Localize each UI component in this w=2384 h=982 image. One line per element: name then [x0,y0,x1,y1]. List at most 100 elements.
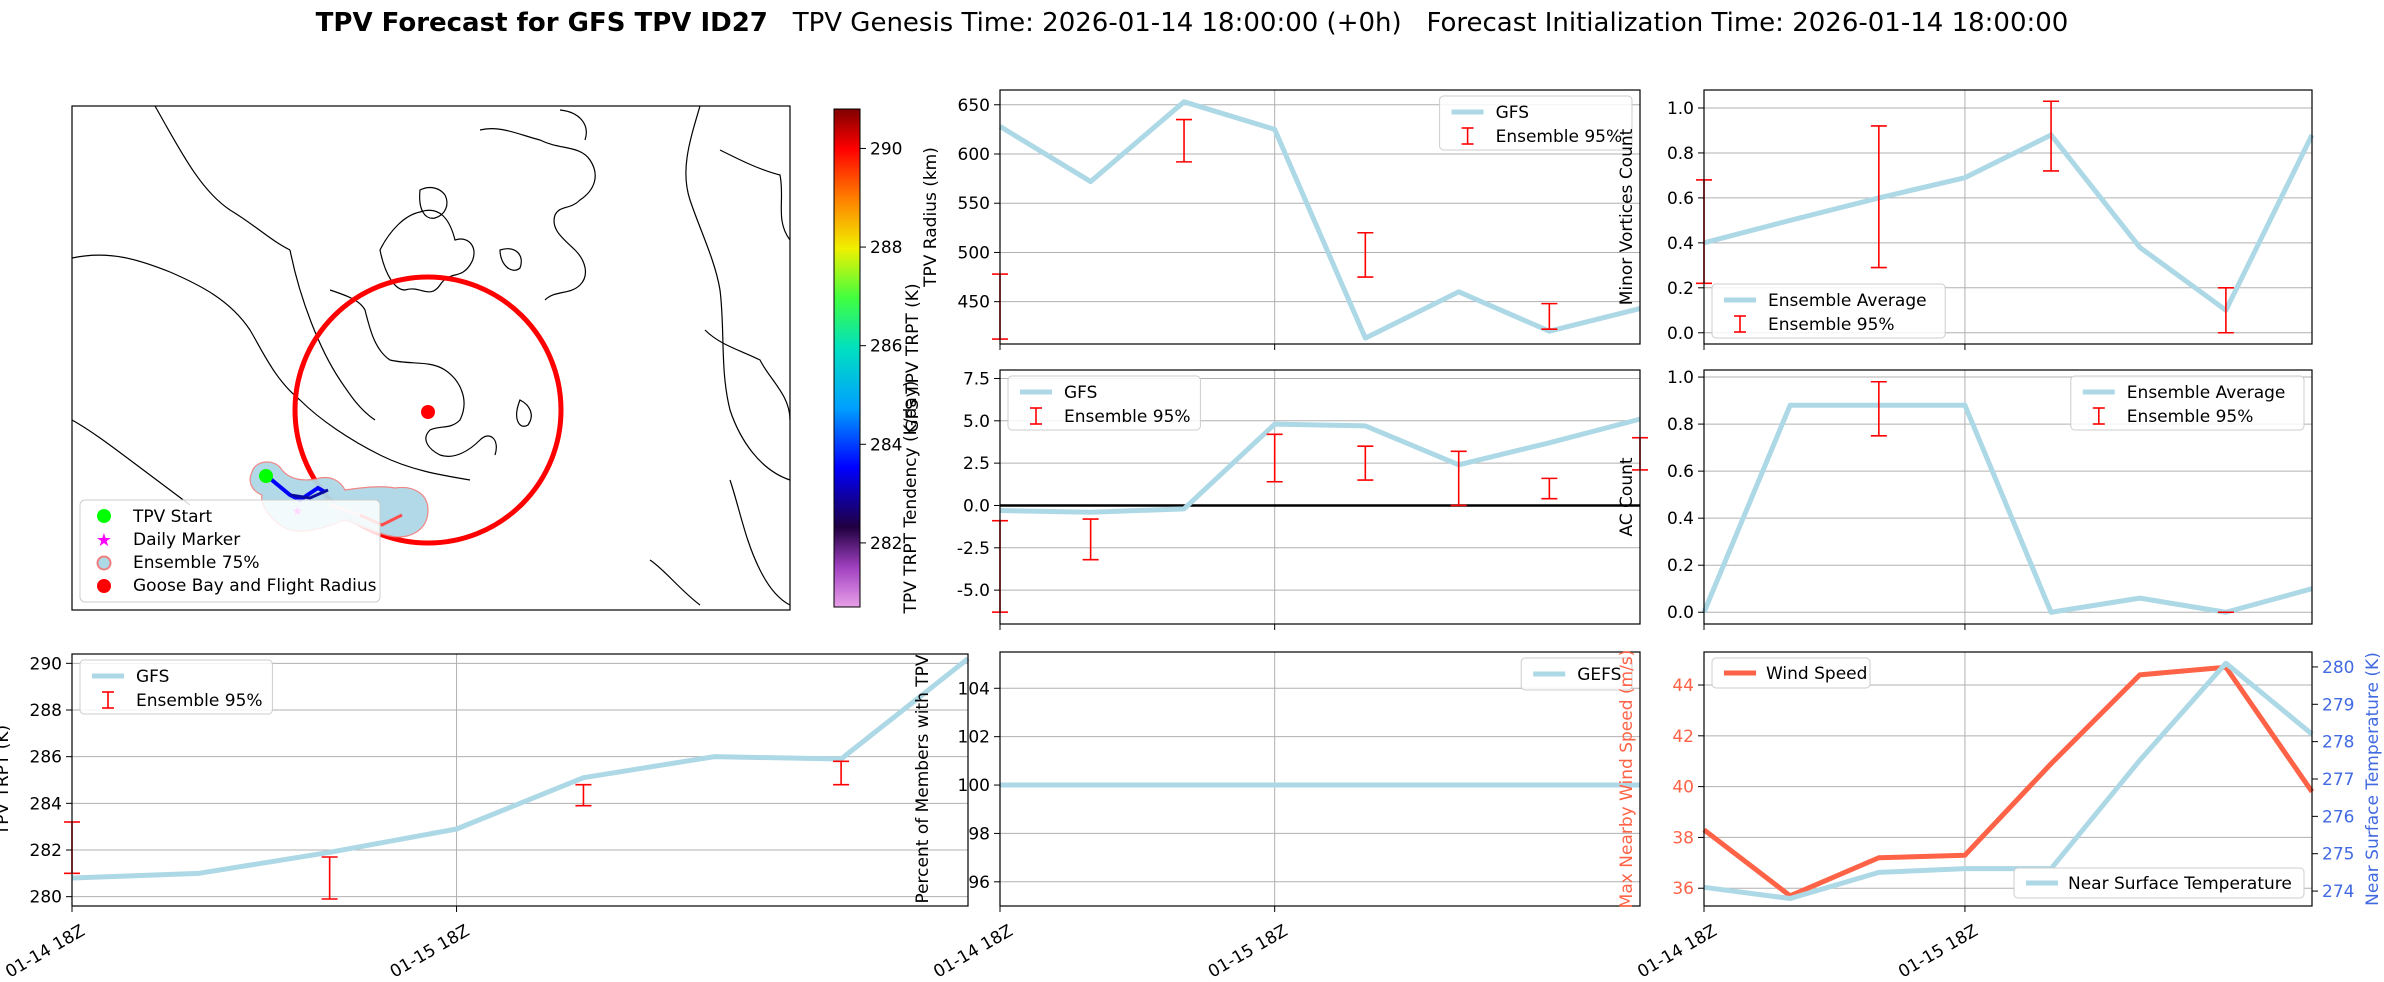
legend-wind-speed: Wind Speed [1711,657,1871,689]
error-bar [1176,118,1193,163]
error-bar [1870,125,1887,269]
y-tick-label: 7.5 [963,369,990,389]
y-tick-label: 600 [958,145,990,165]
y-tick-label: 0.0 [1667,324,1694,344]
y-tick-label: 288 [30,701,62,721]
map-legend-start: TPV Start [132,507,213,527]
error-bar [833,760,850,786]
map-legend: ★ TPV Start Daily Marker Ensemble 75% Go… [79,499,381,603]
map-panel: ★ ★ TPV Start Daily Marker Ensemble 75% … [71,105,923,611]
y2-tick-label: 277 [2322,770,2354,790]
y-axis-label: TPV TRPT (K) [0,725,13,836]
x-tick-label: 01-14 18Z [930,921,1016,982]
colorbar-label: GFS TPV TRPT (K) [903,283,923,432]
figure-title: TPV Forecast for GFS TPV ID27 TPV Genesi… [0,8,2384,38]
legend-label: Ensemble 95% [1768,315,1895,335]
y2-tick-label: 278 [2322,733,2354,753]
y-axis-label: AC Count [1617,457,1637,536]
x-tick-label: 01-14 18Z [1634,921,1720,982]
y-tick-label: 42 [1672,727,1694,747]
y-tick-label: 102 [958,728,990,748]
y2-tick-label: 274 [2322,882,2354,902]
error-bar [1541,477,1558,500]
legend-goose-bay-icon [97,579,111,593]
axes-frame [1703,369,2313,625]
legend-swatch-errorbar [2092,407,2105,425]
legend-label: Ensemble Average [2127,383,2286,403]
legend-box [79,659,273,715]
series-line-wind-speed [1702,664,2315,899]
legend-label: Ensemble 95% [136,691,263,711]
legend: GFS Ensemble 95% [1007,375,1201,431]
error-bar [1357,445,1374,481]
series-line-gfs [999,416,1641,515]
flight-radius-circle [292,274,564,546]
y-tick-label: 104 [958,679,990,699]
y2-tick-label: 275 [2322,845,2354,865]
legend-label: Ensemble Average [1768,291,1927,311]
y-tick-label: 96 [968,873,990,893]
axes-frame [1703,89,2313,345]
y-axis-label: Max Nearby Wind Speed (m/s) [1617,650,1637,909]
error-bar [1870,380,1887,437]
y-axis-label: Percent of Members with TPV [913,654,933,903]
legend-label: Wind Speed [1766,664,1867,684]
legend-label: GEFS [1577,665,1621,685]
legend-box [1007,375,1201,431]
y-tick-label: 286 [30,748,62,768]
colorbar-tick-label: 290 [870,139,902,159]
legend-box [1439,95,1633,151]
error-bar [575,783,592,807]
colorbar-tick-label: 284 [870,435,902,455]
legend-label: Ensemble 95% [1496,127,1623,147]
y-tick-label: 284 [30,794,62,814]
axes-frame [999,369,1641,625]
legend: GFS Ensemble 95% [79,659,273,715]
legend: Ensemble Average Ensemble 95% [1711,283,1946,339]
y-tick-label: 0.2 [1667,556,1694,576]
y-tick-label: 1.0 [1667,368,1694,388]
y-tick-label: 2.5 [963,454,990,474]
y-tick-label: 650 [958,96,990,116]
map-legend-goose-bay: Goose Bay and Flight Radius [133,576,377,596]
y-axis-label: TPV Radius (km) [921,147,941,288]
x-tick-label: 01-15 18Z [1895,921,1981,982]
y-tick-label: -2.5 [957,539,990,559]
y-tick-label: 40 [1672,778,1694,798]
chart-wind: 36 38 40 42 44 Max Nearby Wind Speed (m/s) 274… [1617,650,2383,982]
y-tick-label: 282 [30,841,62,861]
error-bar [1450,450,1467,507]
legend-box [1711,283,1946,339]
legend: GEFS [1520,657,1633,691]
y-tick-label: 44 [1672,676,1694,696]
error-bar [1082,518,1099,561]
y-tick-label: 0.8 [1667,144,1694,164]
y2-axis-label: Near Surface Temperature (K) [2363,652,2383,906]
series-line-ensemble-average [1703,132,2315,313]
legend-label: Ensemble 95% [1064,407,1191,427]
legend-swatch-errorbar [102,691,114,709]
y-tick-label: 0.4 [1667,509,1694,529]
legend-label: GFS [1064,383,1097,403]
chart-minor: 0.0 0.2 0.4 0.6 0.8 1.0 Minor Vortices Count En… [1617,89,2315,350]
colorbar-tick-label: 288 [870,238,902,258]
x-tick-label: 01-14 18Z [2,921,88,982]
y-tick-label: 38 [1672,828,1694,848]
title-tpv-id: TPV Forecast for GFS TPV ID27 [315,8,768,38]
y-tick-label: 0.6 [1667,189,1694,209]
error-bar [2043,100,2060,172]
y2-tick-label: 279 [2322,695,2354,715]
legend-box [2013,867,2305,899]
legend-swatch-errorbar [1461,127,1474,145]
error-bar [1357,231,1374,278]
chart-trpt: 280 282 284 286 288 290 TPV TRPT (K) 01-14 18Z 0… [0,653,970,982]
error-bar [1266,433,1283,483]
tpv-start-marker [259,469,273,483]
chart-tendency: -5.0 -2.5 0.0 2.5 5.0 7.5 TPV TRPT Tendency (K… [901,369,1648,630]
y-tick-label: 0.4 [1667,234,1694,254]
legend-label: GFS [1496,103,1529,123]
y2-tick-label: 276 [2322,807,2354,827]
legend-label: GFS [136,667,169,687]
legend-box [2070,375,2305,431]
